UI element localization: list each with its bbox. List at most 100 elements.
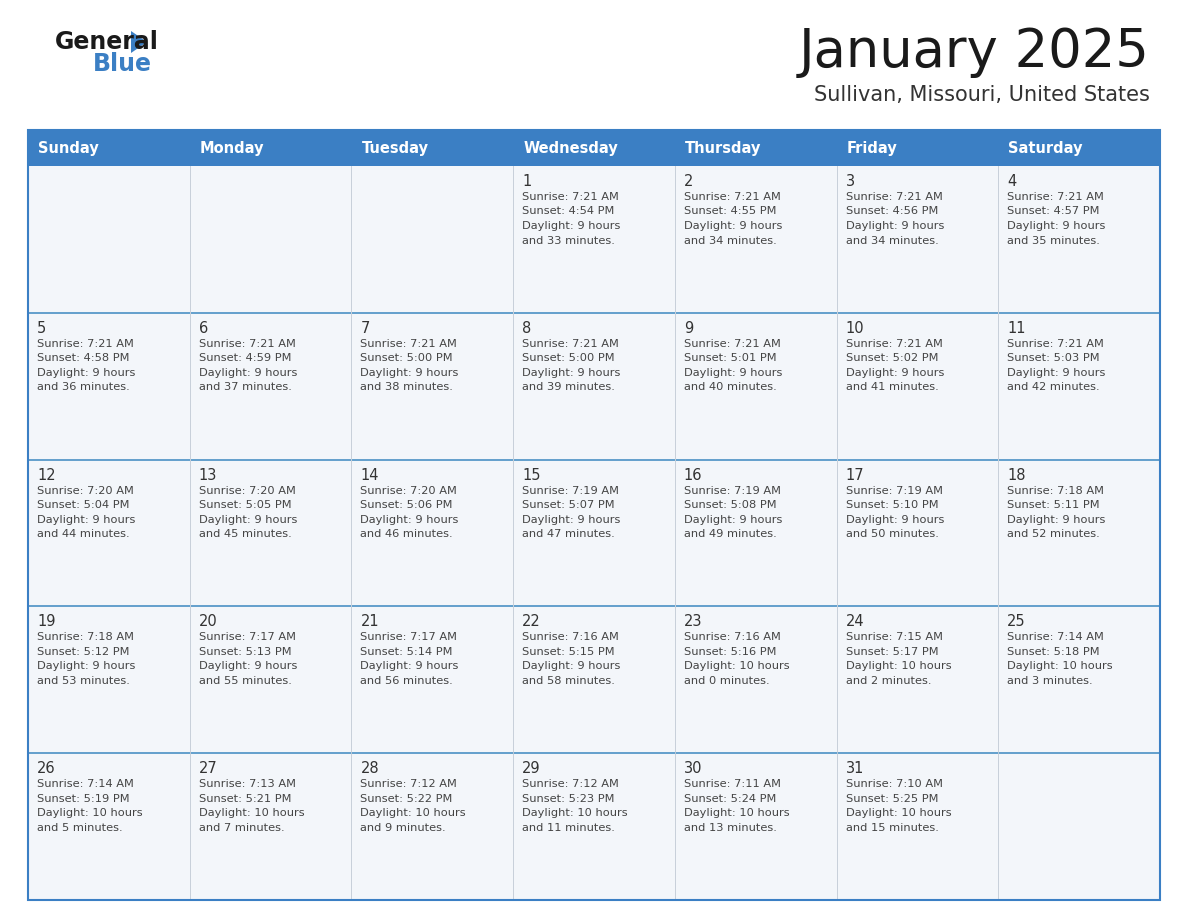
Text: and 0 minutes.: and 0 minutes. (684, 676, 770, 686)
Text: Daylight: 9 hours: Daylight: 9 hours (360, 515, 459, 524)
Bar (513, 460, 675, 607)
Text: and 52 minutes.: and 52 minutes. (1007, 529, 1100, 539)
Bar (190, 753, 352, 900)
Text: Daylight: 9 hours: Daylight: 9 hours (684, 221, 782, 231)
Text: Sunset: 5:11 PM: Sunset: 5:11 PM (1007, 500, 1100, 510)
Text: 18: 18 (1007, 467, 1025, 483)
Text: and 44 minutes.: and 44 minutes. (37, 529, 129, 539)
Text: 15: 15 (523, 467, 541, 483)
Text: 13: 13 (198, 467, 217, 483)
Text: and 41 minutes.: and 41 minutes. (846, 382, 939, 392)
Text: Sunset: 5:13 PM: Sunset: 5:13 PM (198, 647, 291, 657)
Bar (513, 753, 675, 900)
Text: Monday: Monday (200, 140, 264, 155)
Text: and 49 minutes.: and 49 minutes. (684, 529, 777, 539)
Text: and 46 minutes.: and 46 minutes. (360, 529, 453, 539)
Text: Sunrise: 7:21 AM: Sunrise: 7:21 AM (37, 339, 134, 349)
Text: and 39 minutes.: and 39 minutes. (523, 382, 615, 392)
Text: Daylight: 9 hours: Daylight: 9 hours (37, 661, 135, 671)
Text: and 35 minutes.: and 35 minutes. (1007, 236, 1100, 245)
Text: 24: 24 (846, 614, 864, 630)
Text: Sunset: 4:59 PM: Sunset: 4:59 PM (198, 353, 291, 364)
Bar (352, 313, 513, 460)
Text: Daylight: 10 hours: Daylight: 10 hours (846, 661, 952, 671)
Text: and 34 minutes.: and 34 minutes. (846, 236, 939, 245)
Bar (352, 460, 513, 607)
Text: Sunday: Sunday (38, 140, 99, 155)
Text: Sunset: 4:57 PM: Sunset: 4:57 PM (1007, 207, 1100, 217)
Text: Daylight: 10 hours: Daylight: 10 hours (523, 808, 627, 818)
Text: Daylight: 9 hours: Daylight: 9 hours (37, 368, 135, 378)
Text: Daylight: 9 hours: Daylight: 9 hours (198, 368, 297, 378)
Text: Daylight: 9 hours: Daylight: 9 hours (198, 515, 297, 524)
Bar (998, 460, 1159, 607)
Polygon shape (131, 31, 147, 53)
Text: Sunset: 5:02 PM: Sunset: 5:02 PM (846, 353, 939, 364)
Text: Daylight: 10 hours: Daylight: 10 hours (198, 808, 304, 818)
Text: and 58 minutes.: and 58 minutes. (523, 676, 615, 686)
Bar (675, 753, 836, 900)
Text: Sunset: 5:17 PM: Sunset: 5:17 PM (846, 647, 939, 657)
Text: Sunrise: 7:14 AM: Sunrise: 7:14 AM (37, 779, 134, 789)
Text: Daylight: 9 hours: Daylight: 9 hours (360, 368, 459, 378)
Text: 28: 28 (360, 761, 379, 777)
Text: Sunrise: 7:11 AM: Sunrise: 7:11 AM (684, 779, 781, 789)
Text: Sunrise: 7:21 AM: Sunrise: 7:21 AM (684, 339, 781, 349)
Text: and 2 minutes.: and 2 minutes. (846, 676, 931, 686)
Text: Daylight: 10 hours: Daylight: 10 hours (684, 808, 790, 818)
Bar (675, 166, 836, 313)
Bar (998, 313, 1159, 460)
Text: 27: 27 (198, 761, 217, 777)
Bar (836, 460, 998, 607)
Text: 11: 11 (1007, 320, 1025, 336)
Text: Daylight: 9 hours: Daylight: 9 hours (1007, 221, 1106, 231)
Text: Sunrise: 7:14 AM: Sunrise: 7:14 AM (1007, 633, 1104, 643)
Text: and 55 minutes.: and 55 minutes. (198, 676, 291, 686)
Text: Saturday: Saturday (1009, 140, 1082, 155)
Text: 23: 23 (684, 614, 702, 630)
Text: Sunset: 5:22 PM: Sunset: 5:22 PM (360, 794, 453, 803)
Text: Sunset: 5:23 PM: Sunset: 5:23 PM (523, 794, 614, 803)
Text: Daylight: 10 hours: Daylight: 10 hours (360, 808, 466, 818)
Text: Sunset: 5:12 PM: Sunset: 5:12 PM (37, 647, 129, 657)
Bar (998, 166, 1159, 313)
Text: 14: 14 (360, 467, 379, 483)
Text: Sunrise: 7:17 AM: Sunrise: 7:17 AM (198, 633, 296, 643)
Bar (29, 130, 1159, 900)
Text: Sunset: 4:58 PM: Sunset: 4:58 PM (37, 353, 129, 364)
Text: Sunset: 5:07 PM: Sunset: 5:07 PM (523, 500, 614, 510)
Text: 12: 12 (37, 467, 56, 483)
Text: Sunset: 5:14 PM: Sunset: 5:14 PM (360, 647, 453, 657)
Text: Sunrise: 7:20 AM: Sunrise: 7:20 AM (37, 486, 134, 496)
Text: Sunrise: 7:12 AM: Sunrise: 7:12 AM (523, 779, 619, 789)
Bar (836, 313, 998, 460)
Text: Thursday: Thursday (684, 140, 762, 155)
Text: Sunrise: 7:12 AM: Sunrise: 7:12 AM (360, 779, 457, 789)
Text: Sunset: 5:08 PM: Sunset: 5:08 PM (684, 500, 777, 510)
Text: and 3 minutes.: and 3 minutes. (1007, 676, 1093, 686)
Text: and 13 minutes.: and 13 minutes. (684, 823, 777, 833)
Bar (513, 607, 675, 753)
Bar (29, 460, 190, 607)
Text: Sunrise: 7:15 AM: Sunrise: 7:15 AM (846, 633, 942, 643)
Text: 30: 30 (684, 761, 702, 777)
Text: January 2025: January 2025 (800, 26, 1150, 78)
Text: Daylight: 10 hours: Daylight: 10 hours (37, 808, 143, 818)
Text: Sunset: 5:18 PM: Sunset: 5:18 PM (1007, 647, 1100, 657)
Text: 20: 20 (198, 614, 217, 630)
Text: Sunset: 4:55 PM: Sunset: 4:55 PM (684, 207, 776, 217)
Text: Daylight: 9 hours: Daylight: 9 hours (846, 515, 944, 524)
Text: Sunset: 5:24 PM: Sunset: 5:24 PM (684, 794, 776, 803)
Text: 7: 7 (360, 320, 369, 336)
Text: 29: 29 (523, 761, 541, 777)
Text: Sunrise: 7:16 AM: Sunrise: 7:16 AM (523, 633, 619, 643)
Text: Sunset: 5:00 PM: Sunset: 5:00 PM (523, 353, 614, 364)
Text: Sunrise: 7:19 AM: Sunrise: 7:19 AM (684, 486, 781, 496)
Bar (190, 166, 352, 313)
Text: and 5 minutes.: and 5 minutes. (37, 823, 122, 833)
Text: Sunrise: 7:16 AM: Sunrise: 7:16 AM (684, 633, 781, 643)
Text: 9: 9 (684, 320, 693, 336)
Bar (352, 166, 513, 313)
Text: Daylight: 9 hours: Daylight: 9 hours (523, 221, 620, 231)
Text: Daylight: 10 hours: Daylight: 10 hours (1007, 661, 1113, 671)
